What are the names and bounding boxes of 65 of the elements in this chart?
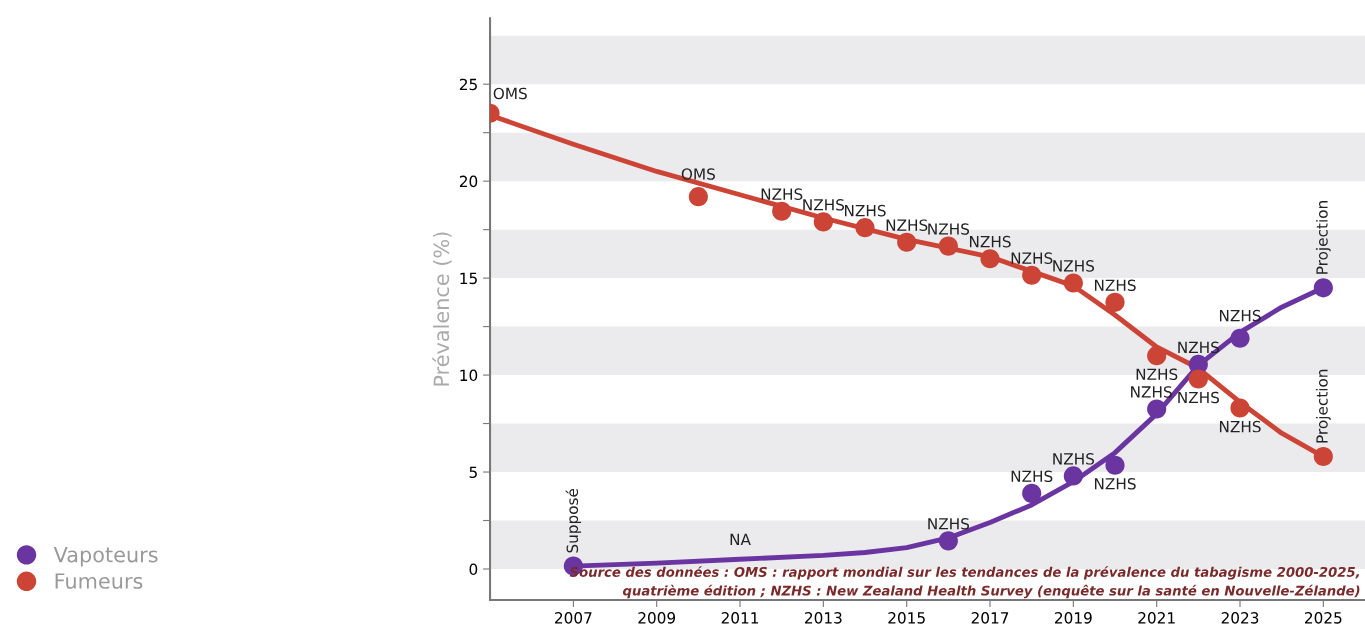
- point: [1188, 369, 1208, 389]
- x-tick-label: 2007: [555, 612, 592, 624]
- annotation: NA: [730, 533, 751, 545]
- x-tick-label: 2017: [971, 612, 1009, 624]
- y-tick-label: 5: [469, 466, 477, 479]
- x-tick-label: 2021: [1138, 612, 1175, 624]
- x-tick-label: 2013: [805, 612, 842, 624]
- point: [1147, 399, 1167, 419]
- data-label: Projection: [1315, 369, 1331, 443]
- data-label: NZHS: [761, 188, 803, 200]
- y-tick-label: 15: [460, 272, 477, 285]
- data-label: NZHS: [928, 518, 970, 530]
- point: [938, 531, 958, 551]
- legend-label: Vapoteurs: [53, 546, 158, 567]
- data-label: Supposé: [565, 488, 582, 553]
- x-tick-label: 2019: [1055, 612, 1092, 624]
- data-label: NZHS: [1011, 252, 1053, 264]
- data-label: OMS: [681, 168, 715, 180]
- legend-label: Fumeurs: [55, 573, 143, 589]
- point: [1230, 398, 1250, 418]
- point: [855, 218, 875, 238]
- data-label: NZHS: [1053, 453, 1095, 465]
- point: [897, 232, 917, 252]
- point: [1063, 466, 1083, 486]
- data-label: NZHS: [803, 199, 845, 211]
- x-tick-label: 2011: [721, 612, 759, 624]
- point: [1105, 455, 1125, 475]
- data-label: NZHS: [1219, 420, 1261, 433]
- point: [938, 236, 958, 256]
- point: [1313, 278, 1333, 298]
- x-tick-label: 2025: [1305, 612, 1342, 624]
- point: [813, 212, 833, 232]
- data-label: NZHS: [886, 219, 928, 231]
- data-label: OMS: [493, 87, 527, 100]
- data-label: NZHS: [1011, 470, 1053, 483]
- data-label: NZHS: [928, 223, 970, 235]
- x-tick-label: 2009: [638, 612, 676, 624]
- data-label: NZHS: [844, 204, 886, 217]
- point: [1063, 273, 1083, 293]
- y-tick-label: 20: [459, 175, 478, 188]
- y-tick-label: 10: [460, 369, 478, 382]
- y-tick-label: 0: [469, 563, 478, 576]
- data-label: NZHS: [969, 235, 1011, 248]
- data-label: Projection: [1315, 201, 1331, 274]
- x-tick-label: 2015: [888, 612, 925, 624]
- data-label: NZHS: [1136, 368, 1178, 381]
- data-label: NZHS: [1053, 260, 1095, 272]
- y-axis-title: Prévalence (%): [432, 232, 452, 386]
- point: [772, 201, 792, 221]
- point: [688, 187, 708, 207]
- data-label: NZHS: [1178, 391, 1220, 404]
- data-label: NZHS: [1094, 478, 1136, 490]
- data-label: NZHS: [1131, 386, 1172, 398]
- point: [1022, 265, 1042, 285]
- point: [1147, 346, 1167, 366]
- point: [1105, 292, 1125, 312]
- data-label: NZHS: [1219, 309, 1261, 322]
- x-tick-label: 2023: [1221, 612, 1259, 624]
- point: [1230, 328, 1250, 348]
- y-tick-label: 25: [459, 78, 477, 91]
- data-label: NZHS: [1094, 279, 1136, 292]
- point: [980, 249, 1000, 269]
- point: [1313, 446, 1333, 467]
- data-label: NZHS: [1178, 341, 1220, 354]
- point: [1022, 483, 1042, 503]
